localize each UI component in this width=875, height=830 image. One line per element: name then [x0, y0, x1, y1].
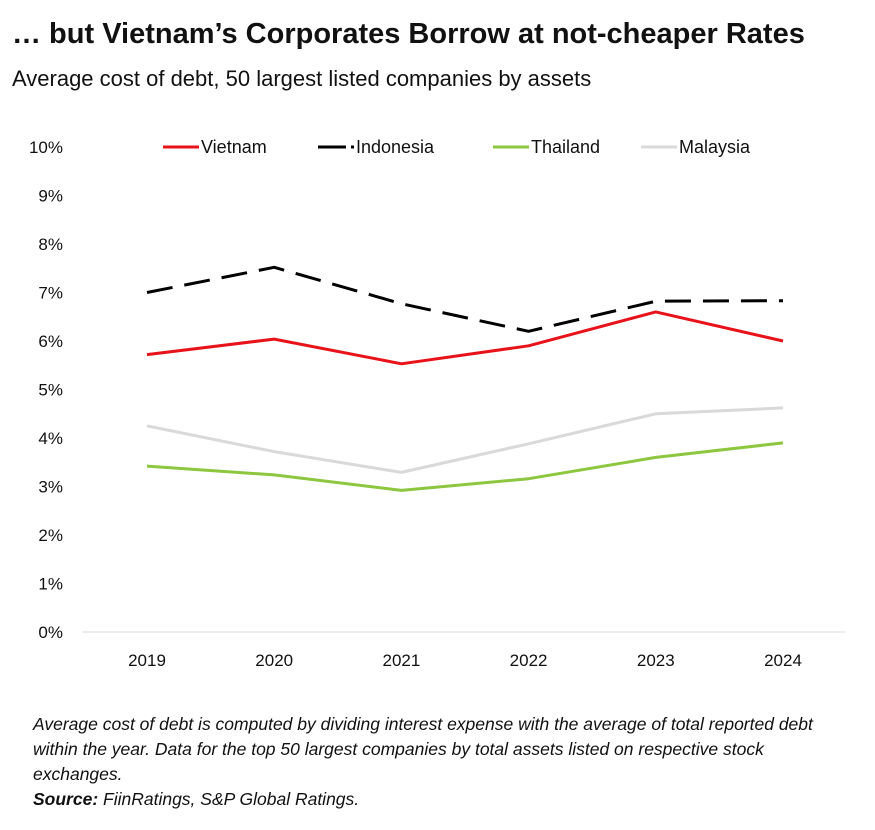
y-tick-label: 8%: [38, 235, 63, 254]
series-line-thailand: [146, 441, 784, 492]
x-tick-label: 2023: [637, 651, 675, 670]
y-tick-label: 3%: [38, 478, 63, 497]
y-tick-label: 9%: [38, 187, 63, 206]
source-line: Source: FiinRatings, S&P Global Ratings.: [33, 787, 833, 812]
footnote-text: Average cost of debt is computed by divi…: [33, 714, 813, 784]
x-axis-ticks: 2019 2020 2021 2022 2023 2024: [128, 651, 802, 670]
series-line-vietnam: [146, 310, 784, 366]
chart-title: … but Vietnam’s Corporates Borrow at not…: [12, 18, 805, 50]
y-tick-label: 1%: [38, 575, 63, 594]
line-chart: 0% 1% 2% 3% 4% 5% 6% 7% 8% 9% 10% 2019 2020 2021 2022…: [29, 137, 845, 670]
x-tick-label: 2021: [382, 651, 420, 670]
legend: Vietnam Indonesia Thailand Malaysia: [163, 137, 751, 157]
chart-subtitle: Average cost of debt, 50 largest listed …: [12, 66, 592, 91]
x-tick-label: 2020: [255, 651, 293, 670]
legend-item-malaysia: Malaysia: [641, 137, 751, 157]
legend-label: Malaysia: [679, 137, 751, 157]
series-line-malaysia: [146, 406, 784, 474]
x-tick-label: 2022: [510, 651, 548, 670]
x-tick-label: 2024: [764, 651, 802, 670]
y-tick-label: 2%: [38, 526, 63, 545]
y-tick-label: 5%: [38, 381, 63, 400]
legend-label: Vietnam: [201, 137, 267, 157]
y-tick-label: 7%: [38, 284, 63, 303]
footnote: Average cost of debt is computed by divi…: [33, 712, 833, 812]
y-tick-label: 4%: [38, 429, 63, 448]
legend-label: Thailand: [531, 137, 600, 157]
legend-item-indonesia: Indonesia: [318, 137, 435, 157]
series-line-indonesia: [146, 265, 784, 333]
legend-item-vietnam: Vietnam: [163, 137, 267, 157]
y-tick-label: 0%: [38, 623, 63, 642]
x-tick-label: 2019: [128, 651, 166, 670]
legend-label: Indonesia: [356, 137, 435, 157]
source-text: FiinRatings, S&P Global Ratings.: [98, 789, 360, 809]
y-axis-ticks: 0% 1% 2% 3% 4% 5% 6% 7% 8% 9% 10%: [29, 138, 63, 642]
legend-item-thailand: Thailand: [493, 137, 600, 157]
y-tick-label: 6%: [38, 332, 63, 351]
source-label: Source:: [33, 789, 99, 809]
series-lines: [146, 265, 784, 492]
y-tick-label: 10%: [29, 138, 63, 157]
